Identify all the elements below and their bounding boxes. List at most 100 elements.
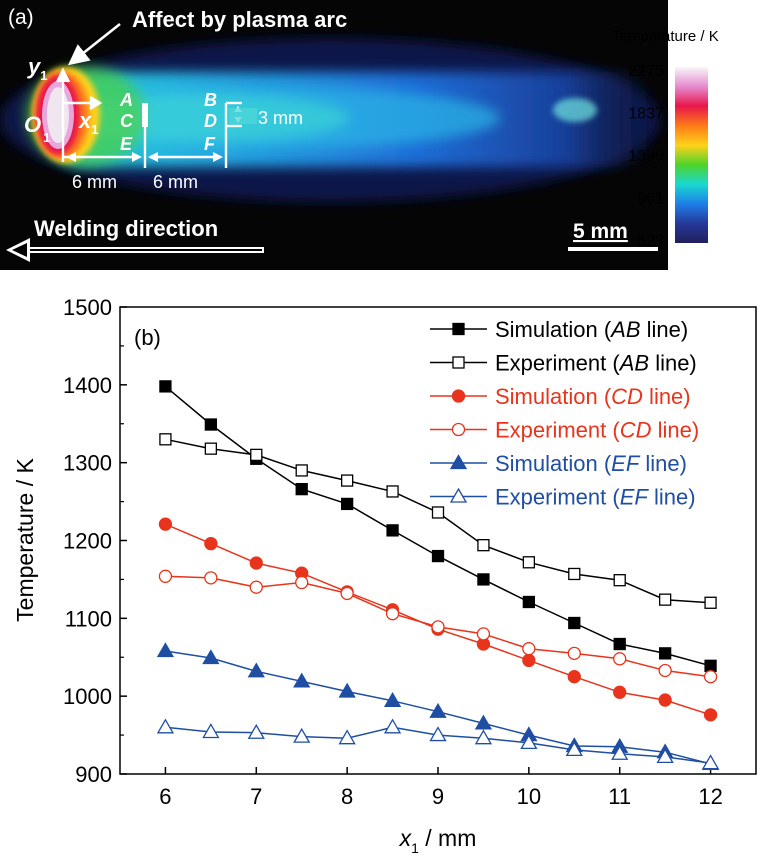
temperature-field-image (0, 38, 660, 202)
y-tick-label: 1000 (63, 684, 112, 709)
data-point-series-3 (613, 685, 627, 699)
data-point-series-1 (340, 497, 354, 511)
colorbar-tick-label: 961 (637, 191, 664, 208)
colorbar-tick-label: 2275 (628, 63, 664, 80)
data-point-series-2 (159, 433, 172, 446)
data-point-series-5 (338, 682, 356, 698)
data-point-series-1 (658, 647, 672, 660)
x-tick-label: 10 (517, 784, 541, 809)
data-point-series-3 (158, 517, 173, 531)
dimension-6mm-left: 6 mm (72, 172, 117, 192)
point-b-label: B (204, 90, 217, 110)
data-point-series-5 (156, 642, 175, 658)
legend-label: Experiment (CD line) (495, 418, 699, 443)
x-tick-label: 7 (250, 784, 262, 809)
data-point-series-3 (522, 653, 536, 668)
dimension-6mm-right: 6 mm (153, 172, 198, 192)
data-point-series-6 (202, 723, 220, 739)
data-point-series-4 (204, 571, 218, 585)
data-point-series-6 (474, 729, 493, 745)
data-point-series-2 (431, 506, 445, 519)
data-point-series-1 (613, 637, 626, 651)
data-point-series-4 (249, 580, 263, 594)
data-point-series-3 (703, 708, 718, 722)
colorbar-gradient (675, 67, 708, 243)
colorbar-tick-label: 1837 (628, 106, 664, 123)
x-axis-title: x1 / mm (399, 825, 477, 856)
data-point-series-4 (158, 569, 173, 583)
scale-bar (568, 247, 658, 251)
legend-label: Simulation (AB line) (495, 317, 688, 342)
data-point-series-6 (520, 734, 538, 750)
coordinate-axes (55, 67, 103, 162)
data-point-series-4 (522, 642, 536, 656)
colorbar-tick-label: 1399 (628, 148, 664, 165)
data-point-series-3 (204, 536, 218, 551)
x-tick-label: 9 (432, 784, 444, 809)
legend-marker (452, 356, 465, 369)
data-point-series-2 (250, 448, 263, 462)
data-point-series-6 (156, 718, 175, 734)
line-bd-marker (229, 108, 257, 124)
panel-b-label: (b) (134, 325, 161, 350)
line-ab-marker (142, 103, 148, 127)
chart-legend: Simulation (AB line) Experiment (AB line)… (430, 317, 699, 510)
point-a-label: A (119, 90, 133, 110)
y-tick-label: 1300 (63, 451, 112, 476)
data-point-series-4 (613, 652, 627, 666)
data-point-series-1 (568, 616, 581, 630)
data-point-series-6 (383, 718, 402, 734)
legend-marker (449, 454, 468, 470)
panel-a-label: (a) (8, 6, 34, 29)
colorbar: Temperature / K 2275 1837 1399 961 523 (612, 28, 719, 250)
data-point-series-2 (522, 556, 536, 569)
data-point-series-2 (386, 485, 399, 498)
origin-o1-label: O1 (24, 112, 50, 145)
welding-direction-arrow (6, 238, 264, 262)
legend-label: Simulation (CD line) (495, 384, 691, 409)
axis-x1-label: x1 (78, 108, 98, 137)
y-tick-label: 1200 (63, 529, 112, 554)
data-point-series-5 (429, 702, 447, 718)
colorbar-title: Temperature / K (612, 28, 719, 45)
y-axis-title: Temperature / K (12, 458, 38, 622)
x-tick-label: 6 (159, 784, 171, 809)
dimension-3mm: 3 mm (258, 108, 303, 128)
data-point-series-4 (385, 607, 400, 621)
data-point-series-4 (567, 646, 581, 661)
data-point-series-6 (656, 748, 674, 764)
data-point-series-5 (202, 649, 220, 665)
data-point-series-1 (159, 380, 172, 393)
data-point-series-3 (567, 670, 581, 684)
data-point-series-3 (658, 693, 672, 707)
point-d-label: D (204, 111, 217, 131)
x-tick-label: 8 (341, 784, 353, 809)
data-point-series-2 (295, 464, 308, 477)
colorbar-tick-label: 523 (637, 233, 664, 250)
data-point-series-2 (658, 593, 672, 606)
data-point-series-6 (293, 727, 311, 743)
plasma-arc-caption: Affect by plasma arc (132, 7, 347, 32)
data-point-series-2 (568, 567, 581, 581)
welding-direction-label: Welding direction (34, 216, 218, 241)
data-point-series-6 (565, 741, 583, 757)
point-c-label: C (120, 111, 134, 131)
data-point-series-4 (658, 663, 672, 678)
data-point-series-1 (704, 659, 717, 672)
x-tick-label: 11 (608, 784, 631, 809)
point-e-label: E (120, 134, 133, 154)
x-tick-label: 12 (698, 784, 722, 809)
data-point-series-1 (204, 418, 218, 431)
data-point-series-6 (247, 723, 265, 739)
data-point-series-4 (476, 627, 491, 641)
thermal-image-panel: (a) Affect by plasma arc y1 x1 O1 (0, 0, 668, 270)
data-point-series-5 (474, 714, 493, 730)
legend-marker (449, 487, 468, 503)
y-tick-label: 900 (75, 762, 112, 787)
data-point-series-5 (293, 672, 311, 688)
data-point-series-3 (249, 556, 263, 570)
plasma-arc-arrow (67, 22, 121, 66)
legend-marker (452, 322, 465, 336)
data-point-series-2 (204, 442, 218, 455)
data-point-series-4 (431, 620, 445, 634)
